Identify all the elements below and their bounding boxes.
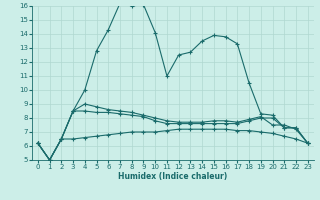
X-axis label: Humidex (Indice chaleur): Humidex (Indice chaleur) [118, 172, 228, 181]
